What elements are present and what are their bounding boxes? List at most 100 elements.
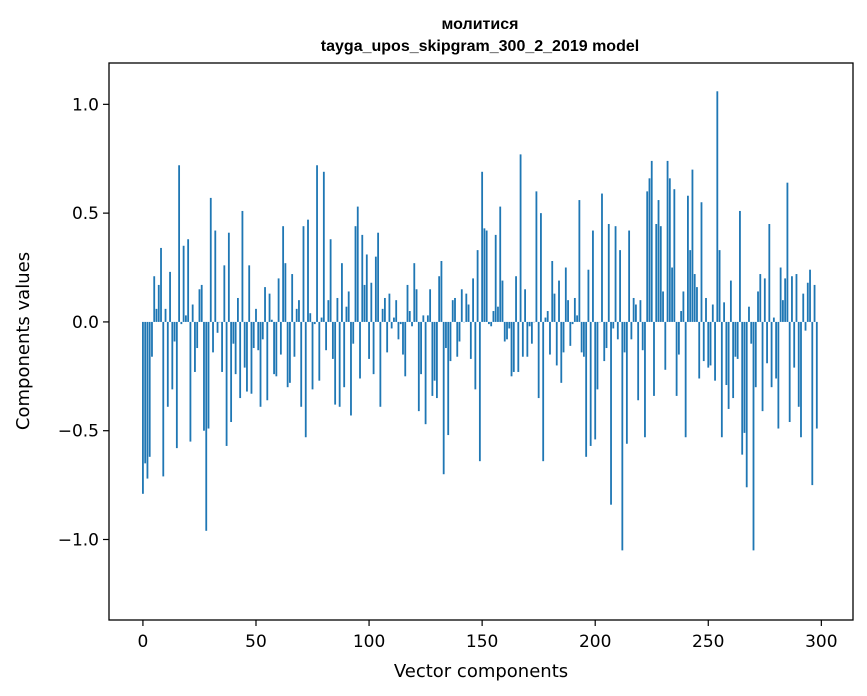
bar xyxy=(680,311,683,322)
bar xyxy=(781,300,784,322)
bar xyxy=(693,274,696,322)
bar xyxy=(573,297,576,322)
bar xyxy=(492,311,495,322)
bar xyxy=(338,321,341,407)
bar xyxy=(273,321,275,375)
bar xyxy=(558,280,560,322)
bar xyxy=(456,321,459,357)
bar xyxy=(709,321,712,366)
bar xyxy=(198,289,201,322)
bar xyxy=(417,321,420,412)
bar xyxy=(723,302,726,322)
bar xyxy=(164,308,167,322)
bar xyxy=(761,321,764,412)
bar xyxy=(641,321,644,351)
bar xyxy=(601,193,603,322)
bar xyxy=(402,321,404,355)
bar xyxy=(449,321,452,362)
bar xyxy=(142,321,144,494)
chart-title: молитися xyxy=(442,16,519,33)
bar xyxy=(578,200,581,322)
y-tick-label: 0.5 xyxy=(72,204,99,224)
bar xyxy=(393,317,395,322)
bar xyxy=(546,311,549,322)
bar xyxy=(361,234,364,322)
bar xyxy=(657,200,660,322)
x-tick-label: 50 xyxy=(245,632,267,652)
bar xyxy=(698,321,701,379)
bar xyxy=(612,321,615,329)
bar xyxy=(429,289,432,322)
bar xyxy=(442,321,445,475)
bar xyxy=(293,321,296,357)
bar xyxy=(422,315,425,322)
bar xyxy=(180,321,183,325)
bar xyxy=(438,276,441,322)
bar xyxy=(476,250,479,322)
bar xyxy=(711,304,714,322)
bar xyxy=(433,321,436,381)
bar xyxy=(153,276,156,322)
bar xyxy=(336,297,339,322)
bar xyxy=(252,321,255,349)
bar xyxy=(221,321,223,372)
bar xyxy=(750,321,753,344)
bar xyxy=(635,304,637,322)
bar xyxy=(381,308,384,322)
bar xyxy=(766,321,768,364)
bar xyxy=(155,308,158,322)
y-tick-label: 0.0 xyxy=(72,313,99,333)
bar xyxy=(255,308,257,322)
bar xyxy=(307,219,309,322)
bar xyxy=(589,321,592,446)
bar xyxy=(494,234,497,322)
bar xyxy=(379,321,382,407)
x-tick-label: 250 xyxy=(692,632,724,652)
bar xyxy=(302,226,305,322)
bar xyxy=(146,321,149,479)
bar xyxy=(571,321,574,325)
bar xyxy=(770,321,773,388)
bar xyxy=(569,321,572,346)
bar xyxy=(207,321,210,429)
bar xyxy=(313,321,316,325)
bar xyxy=(151,321,153,357)
bar xyxy=(743,321,746,433)
bar xyxy=(655,224,658,322)
bar xyxy=(424,321,427,425)
bar xyxy=(739,210,741,322)
bar xyxy=(239,321,242,399)
bar xyxy=(196,321,199,349)
bar xyxy=(467,304,470,322)
bar xyxy=(485,230,488,322)
bar xyxy=(320,317,323,322)
bar xyxy=(754,321,757,388)
bar xyxy=(270,319,273,322)
bar xyxy=(440,261,443,322)
bar xyxy=(542,321,545,462)
bars-group xyxy=(142,91,818,551)
bar xyxy=(639,300,642,322)
bar xyxy=(616,321,619,340)
bar xyxy=(605,321,608,349)
bar xyxy=(745,321,748,488)
bar xyxy=(515,276,517,322)
bar xyxy=(734,321,737,357)
bar xyxy=(802,293,805,322)
bar xyxy=(261,321,264,340)
bar xyxy=(596,321,599,390)
bar xyxy=(372,321,375,375)
bar xyxy=(510,321,513,377)
x-tick-label: 200 xyxy=(579,632,611,652)
bar xyxy=(791,276,793,322)
bar xyxy=(259,321,262,407)
y-axis-label: Components values xyxy=(13,252,34,430)
bar xyxy=(623,321,626,353)
bar xyxy=(772,317,775,322)
bar xyxy=(628,230,631,322)
bar xyxy=(763,278,766,322)
bar xyxy=(610,321,612,505)
bar xyxy=(248,265,251,322)
bar xyxy=(370,282,373,322)
